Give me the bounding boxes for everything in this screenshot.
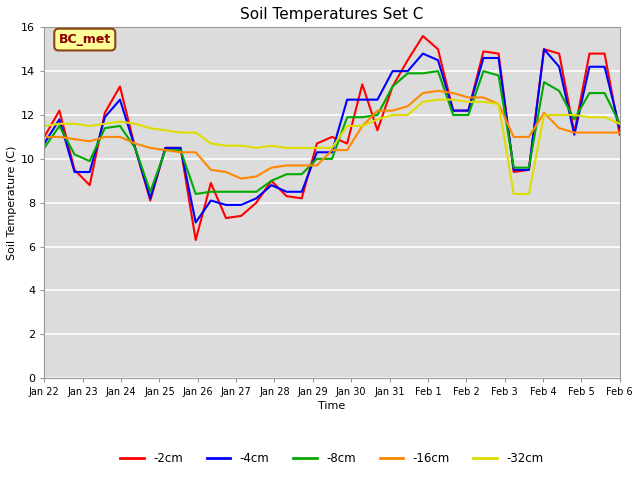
Text: BC_met: BC_met — [59, 33, 111, 46]
Title: Soil Temperatures Set C: Soil Temperatures Set C — [240, 7, 424, 22]
Y-axis label: Soil Temperature (C): Soil Temperature (C) — [7, 145, 17, 260]
X-axis label: Time: Time — [318, 401, 346, 411]
Legend: -2cm, -4cm, -8cm, -16cm, -32cm: -2cm, -4cm, -8cm, -16cm, -32cm — [116, 447, 548, 470]
